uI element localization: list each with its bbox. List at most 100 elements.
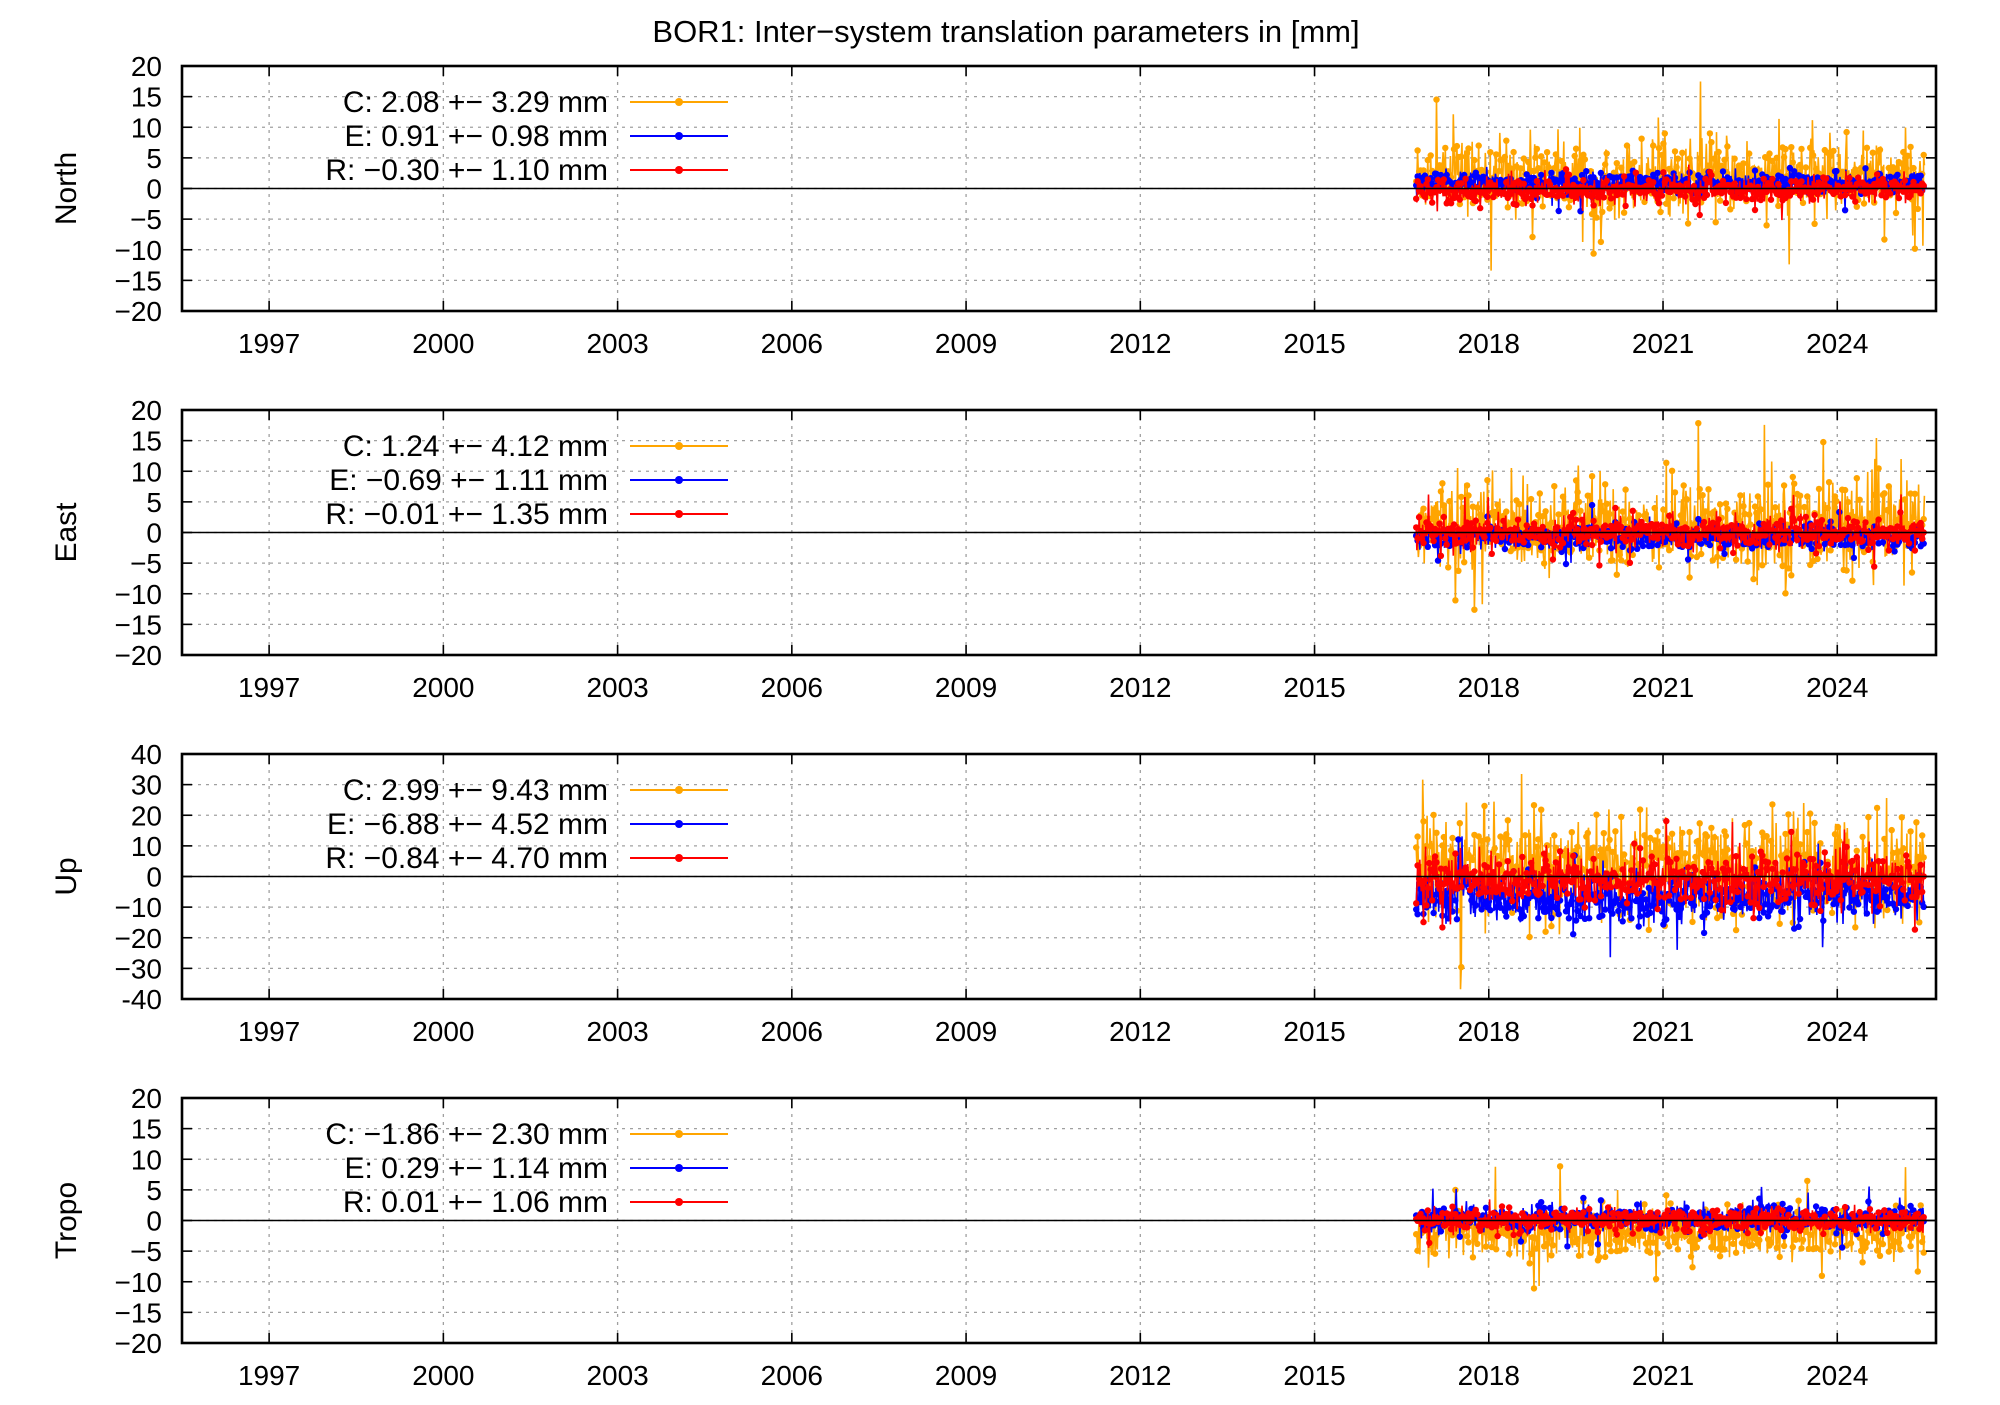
data-point: [1860, 200, 1868, 207]
data-point: [1853, 519, 1861, 526]
data-point: [1487, 524, 1494, 531]
data-point: [1683, 180, 1690, 187]
data-point: [1556, 1226, 1564, 1233]
data-point: [1780, 1233, 1788, 1240]
data-point: [1654, 1209, 1661, 1216]
data-point: [1855, 524, 1862, 532]
data-point: [1788, 505, 1795, 512]
data-point: [1885, 547, 1893, 554]
data-point: [1577, 896, 1584, 903]
y-axis-label: Up: [50, 857, 83, 895]
data-point: [1792, 866, 1799, 873]
data-point: [1420, 505, 1427, 512]
data-point: [1434, 510, 1442, 517]
legend: C: 1.24 +− 4.12 mmE: −0.69 +− 1.11 mmR: …: [325, 430, 728, 531]
data-point: [1450, 521, 1458, 528]
data-point: [1623, 900, 1631, 907]
data-point: [1782, 175, 1789, 183]
data-point: [1477, 874, 1484, 881]
data-point: [1898, 1230, 1906, 1237]
data-point: [1759, 852, 1766, 859]
data-point: [1674, 881, 1682, 889]
data-point: [1898, 160, 1906, 167]
data-point: [1413, 900, 1420, 907]
data-point: [1743, 1222, 1750, 1230]
data-point: [1493, 537, 1500, 545]
data-point: [1593, 214, 1600, 221]
data-point: [1839, 1244, 1846, 1251]
data-point: [1920, 182, 1927, 189]
data-point: [1583, 540, 1590, 548]
data-point: [1609, 848, 1616, 856]
data-point: [1815, 542, 1823, 550]
data-point: [1683, 525, 1690, 532]
data-point: [1666, 547, 1673, 554]
data-point: [1770, 1214, 1778, 1221]
data-point: [1520, 539, 1528, 546]
data-point: [1831, 528, 1839, 535]
data-point: [1540, 560, 1548, 567]
data-point: [1748, 853, 1756, 860]
data-point: [1426, 1239, 1433, 1247]
data-point: [1442, 535, 1449, 542]
data-point: [1725, 867, 1733, 874]
y-tick-label: 0: [146, 1206, 162, 1237]
data-point: [1517, 890, 1525, 897]
y-tick-label: −10: [115, 235, 163, 266]
data-point: [1472, 902, 1480, 909]
y-tick-label: 10: [131, 112, 162, 143]
data-point: [1807, 1231, 1814, 1239]
data-point: [1873, 908, 1881, 915]
x-tick-label: 2003: [586, 1016, 648, 1047]
x-tick-label: 2024: [1806, 1016, 1868, 1047]
x-tick-label: 2009: [935, 672, 997, 703]
data-point: [1895, 1239, 1903, 1246]
data-point: [1629, 1230, 1637, 1237]
data-point: [1821, 849, 1829, 856]
data-point: [1507, 190, 1514, 197]
data-point: [1655, 200, 1663, 207]
data-point: [1919, 832, 1926, 839]
data-point: [1775, 180, 1782, 188]
data-point: [1907, 828, 1914, 835]
data-point: [1474, 1211, 1481, 1218]
data-point: [1671, 886, 1679, 893]
data-point: [1849, 193, 1856, 200]
data-point: [1543, 1240, 1551, 1248]
data-point: [1882, 194, 1890, 201]
data-point: [1901, 177, 1909, 184]
data-point: [1421, 193, 1429, 200]
data-point: [1827, 152, 1834, 159]
data-point: [1859, 888, 1866, 896]
y-tick-label: 0: [146, 518, 162, 549]
data-point: [1542, 1212, 1549, 1220]
data-point: [1510, 148, 1517, 156]
data-point: [1485, 898, 1493, 905]
data-point: [1478, 837, 1485, 844]
data-point: [1905, 194, 1913, 201]
data-point: [1907, 1243, 1914, 1250]
data-point: [1526, 533, 1533, 541]
data-point: [1510, 868, 1517, 875]
data-point: [1871, 563, 1878, 570]
data-point: [1898, 525, 1906, 532]
x-tick-label: 1997: [238, 672, 300, 703]
data-point: [1597, 238, 1605, 246]
data-point: [1709, 1243, 1717, 1251]
data-point: [1641, 905, 1648, 912]
data-point: [1763, 833, 1770, 840]
data-point: [1663, 916, 1670, 923]
data-point: [1698, 540, 1705, 547]
data-point: [1664, 1207, 1671, 1214]
y-tick-label: 15: [131, 426, 162, 457]
data-point: [1671, 148, 1679, 155]
x-tick-label: 2006: [761, 672, 823, 703]
y-tick-label: 15: [131, 1114, 162, 1145]
data-point: [1879, 1240, 1887, 1248]
data-point: [1424, 156, 1432, 164]
y-tick-label: −5: [130, 548, 162, 579]
data-point: [1734, 1232, 1741, 1239]
data-point: [1510, 1231, 1517, 1239]
legend-marker-E: [675, 1164, 683, 1172]
